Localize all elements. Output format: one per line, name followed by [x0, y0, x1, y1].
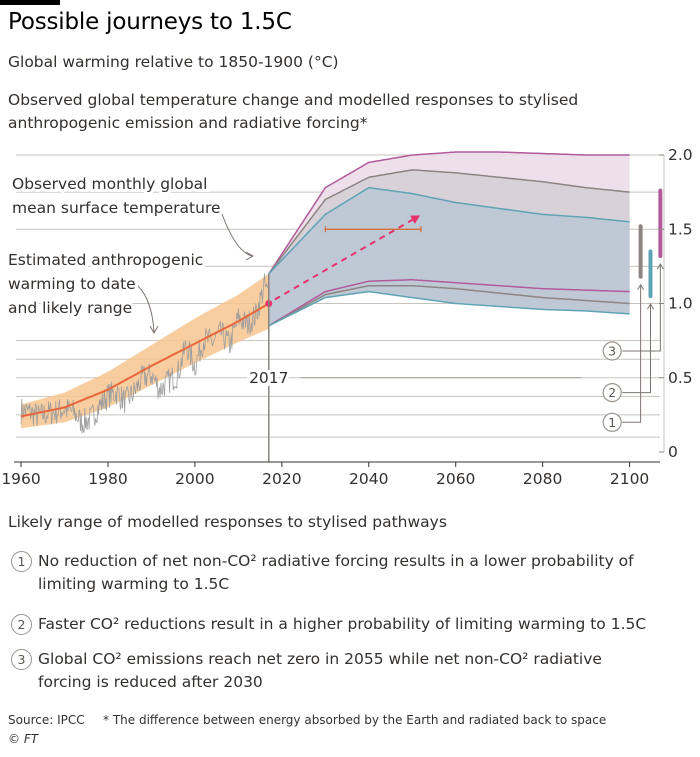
pathway-marker-leader	[622, 304, 651, 394]
x-tick-label: 2080	[523, 470, 562, 488]
pathway-marker-circle	[602, 383, 622, 403]
pathway-marker-arrowhead	[637, 283, 645, 291]
pathway-1-lower-line	[268, 290, 630, 327]
x-tick-label: 2040	[349, 470, 388, 488]
chart-description: Observed global temperature change and m…	[8, 91, 579, 132]
legend-item-text: No reduction of net non-CO² radiative fo…	[38, 552, 634, 593]
pathway-marker-label: 2	[608, 386, 616, 400]
anthropogenic-annotation-pointer	[137, 285, 155, 333]
anthropogenic-annotation-line: Estimated anthropogenic	[8, 251, 203, 269]
anthropogenic-annotation-line: and likely range	[8, 299, 132, 317]
y-tick-label: 1.0	[668, 295, 693, 313]
y-tick-label: 2.0	[668, 146, 693, 164]
pathway-marker-arrowhead	[656, 263, 664, 270]
x-tick-label: 2000	[175, 470, 214, 488]
observed-annotation-line: mean surface temperature	[12, 199, 221, 217]
pathway-marker-arrowhead	[647, 303, 654, 310]
legend-item-text: Global CO² emissions reach net zero in 2…	[38, 650, 602, 691]
chart-title: Possible journeys to 1.5C	[8, 9, 292, 35]
x-tick-label: 2100	[610, 470, 649, 488]
pathway-2-lower-line	[268, 284, 630, 327]
footer-copyright: © FT	[8, 732, 39, 746]
projection-arrow-head	[410, 215, 421, 224]
top-accent-bar	[0, 0, 60, 5]
observed-temperature-line	[20, 273, 269, 434]
legend-number-badge: 3	[11, 649, 32, 670]
pathway-marker-circle	[602, 341, 622, 361]
pathway-marker-circle	[602, 412, 622, 432]
y-tick-label: 1.5	[668, 220, 693, 238]
x-tick-label: 2020	[262, 470, 301, 488]
y-tick-label: 0.5	[668, 369, 693, 387]
year-2017-label: 2017	[249, 369, 288, 387]
x-tick-label: 1960	[1, 470, 40, 488]
anthropogenic-annotation-arrowhead	[149, 325, 159, 335]
observed-annotation-line: Observed monthly global	[12, 175, 207, 193]
x-tick-label: 1980	[88, 470, 127, 488]
anthropogenic-annotation-line: warming to date	[8, 275, 136, 293]
observed-annotation-arrowhead	[245, 251, 255, 261]
pathway-marker-leader	[622, 263, 661, 352]
pathway-marker-label: 3	[608, 345, 616, 359]
chart-subtitle: Global warming relative to 1850-1900 (°C…	[8, 53, 339, 71]
pathway-overlap-range	[268, 187, 630, 326]
legend-number-badge: 2	[11, 614, 32, 635]
pathway-1-upper-line	[268, 186, 630, 275]
footer-source: Source: IPCC	[8, 713, 85, 727]
x-tick-label: 2060	[436, 470, 475, 488]
legend-number-badge: 1	[11, 551, 32, 572]
anthropogenic-warming-line	[20, 302, 270, 418]
pathway-3-upper-line	[268, 151, 630, 275]
legend-heading: Likely range of modelled responses to st…	[8, 513, 447, 531]
warming-chart: 2017 0 0.5 1.0 1.5 2.0 1 2 3 1960 1980 2000 2020 2040…	[1, 146, 693, 488]
pathway-marker-label: 1	[608, 416, 616, 430]
observed-annotation-pointer	[221, 213, 253, 257]
footer-note: * The difference between energy absorbed…	[103, 713, 607, 727]
pathway-3-lower-line	[268, 278, 630, 327]
pathway-marker-leader	[622, 284, 642, 423]
projection-dashed-arrow	[274, 216, 418, 301]
pathway-2-upper-line	[268, 169, 630, 275]
y-tick-label: 0	[668, 443, 678, 461]
legend-item-text: Faster CO² reductions result in a higher…	[38, 615, 647, 633]
anthropogenic-range-band	[21, 273, 269, 429]
